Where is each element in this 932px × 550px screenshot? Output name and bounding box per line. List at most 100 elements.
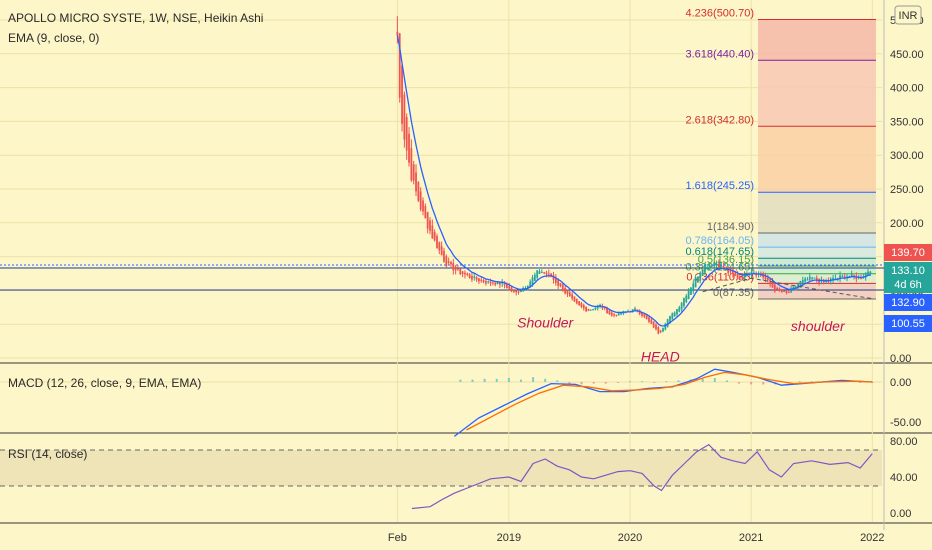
candle-body xyxy=(580,303,583,307)
candle-body xyxy=(615,314,618,316)
candle-body xyxy=(443,250,445,262)
macd-histogram-bar xyxy=(750,382,753,385)
candle-body xyxy=(424,206,427,219)
rsi-line xyxy=(411,443,873,510)
fib-zone xyxy=(758,258,876,266)
macd-histogram-bar xyxy=(568,382,571,384)
candle-body xyxy=(566,290,569,294)
candle-body xyxy=(533,274,536,281)
fib-level-label: 0.5(136.15) xyxy=(698,254,754,266)
ema-line xyxy=(396,34,871,327)
neckline xyxy=(702,277,873,300)
candle-body xyxy=(676,308,678,315)
fib-level-label: 1(184.90) xyxy=(707,221,754,233)
candle-body xyxy=(853,275,855,277)
candle-body xyxy=(464,272,466,275)
candle-body xyxy=(498,282,501,285)
macd-histogram-bar xyxy=(507,378,510,382)
rsi-group xyxy=(0,443,882,510)
candle-body xyxy=(454,266,457,271)
candle-body xyxy=(750,271,753,275)
candle-body xyxy=(617,312,620,316)
candle-body xyxy=(678,307,681,312)
candle-body xyxy=(452,263,455,271)
y-tick-label: 300.00 xyxy=(890,150,924,162)
candle-body xyxy=(813,277,816,279)
candle-body xyxy=(720,265,723,267)
fib-zone xyxy=(758,265,876,274)
y-tick-label: 200.00 xyxy=(890,218,924,230)
candle-body xyxy=(496,281,499,284)
macd-legend: MACD (12, 26, close, 9, EMA, EMA) xyxy=(8,376,201,390)
candle-body xyxy=(473,276,476,278)
rsi-tick-label: 80.00 xyxy=(890,436,918,448)
candle-body xyxy=(706,267,709,269)
candle-body xyxy=(659,330,662,333)
candle-body xyxy=(801,279,804,284)
candle-body xyxy=(422,200,424,212)
candle-body xyxy=(582,305,585,309)
candle-body xyxy=(508,286,511,289)
fib-zone xyxy=(758,247,876,259)
candle-body xyxy=(699,272,702,280)
candle-body xyxy=(848,275,851,277)
pattern-annotation: Shoulder xyxy=(517,315,574,331)
candle-body xyxy=(478,278,480,282)
macd-histogram-bar xyxy=(738,382,741,384)
candle-body xyxy=(743,272,746,278)
candle-body xyxy=(512,289,515,292)
candle-body xyxy=(459,268,462,275)
pattern-annotation: shoulder xyxy=(791,318,846,334)
x-tick-label: 2021 xyxy=(739,532,763,544)
candle-body xyxy=(415,172,417,192)
candle-body xyxy=(666,319,669,327)
candle-body xyxy=(592,309,594,311)
macd-histogram-bar xyxy=(653,382,656,383)
candle-body xyxy=(690,287,692,295)
candle-body xyxy=(510,287,513,292)
fib-level-label: 4.236(500.70) xyxy=(686,8,755,20)
fib-level-label: 0.786(164.05) xyxy=(686,235,755,247)
candle-body xyxy=(536,270,539,278)
candle-body xyxy=(687,290,690,299)
ema-legend: EMA (9, close, 0) xyxy=(8,31,99,45)
fib-level-label: 0.618(147.65) xyxy=(686,246,755,258)
macd-histogram-bar xyxy=(459,379,462,382)
ema-line-group xyxy=(396,34,873,327)
y-tick-label: 450.00 xyxy=(890,49,924,61)
pattern-annotation: HEAD xyxy=(641,348,680,364)
candle-body xyxy=(645,315,648,320)
price-tag xyxy=(884,276,932,293)
candle-body xyxy=(685,295,688,303)
candle-body xyxy=(867,271,869,276)
candle-body xyxy=(545,272,548,275)
candle-body xyxy=(766,277,769,281)
candle-body xyxy=(494,282,497,285)
rsi-tick-label: 0.00 xyxy=(890,508,911,520)
candle-body xyxy=(487,281,490,283)
candle-body xyxy=(794,286,797,289)
currency-badge[interactable] xyxy=(894,5,922,25)
macd-histogram-bar xyxy=(677,380,680,382)
macd-histogram-bar xyxy=(604,382,607,384)
candle-body xyxy=(664,323,667,330)
macd-histogram-bar xyxy=(641,381,644,383)
candle-body xyxy=(589,309,592,311)
candle-body xyxy=(519,290,522,293)
macd-histogram-bar xyxy=(483,378,486,382)
fib-level-label: 1.618(245.25) xyxy=(686,180,755,192)
candle-body xyxy=(701,269,704,276)
rsi-band xyxy=(0,450,882,486)
candle-body xyxy=(631,309,634,312)
candle-body xyxy=(401,65,403,124)
candle-body xyxy=(783,290,786,292)
x-tick-label: Feb xyxy=(388,532,407,544)
candle-body xyxy=(606,307,608,314)
macd-histogram-bar xyxy=(871,382,874,383)
candle-body xyxy=(610,312,613,316)
candle-body xyxy=(869,271,872,274)
candle-body xyxy=(457,268,459,270)
candle-body xyxy=(680,302,683,310)
y-tick-label: 350.00 xyxy=(890,116,924,128)
